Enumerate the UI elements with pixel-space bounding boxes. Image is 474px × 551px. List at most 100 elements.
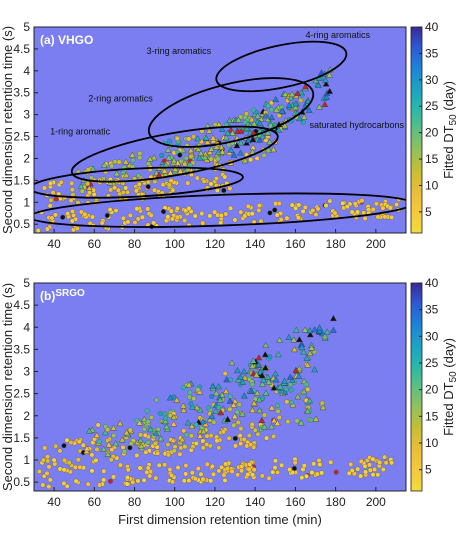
data-point <box>216 445 222 451</box>
data-point <box>272 465 278 471</box>
data-point <box>275 403 281 409</box>
data-point <box>382 454 388 460</box>
data-point <box>284 215 290 221</box>
data-point <box>44 470 50 476</box>
data-point <box>170 413 178 420</box>
data-point <box>182 217 188 223</box>
data-point <box>285 333 293 340</box>
data-point <box>363 469 369 475</box>
y-tick-label: 4.5 <box>13 42 30 56</box>
data-point <box>226 397 234 404</box>
data-point <box>294 89 302 97</box>
data-point <box>112 159 118 165</box>
data-point <box>89 214 95 220</box>
data-point <box>52 212 58 218</box>
data-point <box>218 391 226 398</box>
data-point <box>253 389 261 396</box>
data-point <box>315 81 322 88</box>
data-point <box>285 419 291 425</box>
data-point <box>261 423 268 430</box>
data-point <box>315 327 323 334</box>
data-point <box>247 461 253 467</box>
data-point <box>287 94 295 101</box>
data-point <box>288 90 296 98</box>
data-point <box>125 219 131 225</box>
data-point <box>238 441 244 447</box>
data-point <box>277 383 284 390</box>
data-point <box>45 458 51 464</box>
data-point <box>270 417 278 424</box>
data-point <box>91 191 97 197</box>
data-point <box>209 383 217 390</box>
colorbar-label-main: Fitted DT <box>441 125 456 179</box>
data-point <box>145 184 151 190</box>
data-point <box>302 83 309 90</box>
data-point <box>319 400 325 406</box>
annotation-label: 1-ring aromatic <box>50 126 111 136</box>
data-point <box>264 435 270 441</box>
data-point <box>305 386 311 392</box>
data-point <box>112 440 120 447</box>
data-point <box>272 376 280 383</box>
data-point <box>118 436 126 443</box>
data-point <box>69 218 75 224</box>
data-point <box>206 416 214 423</box>
data-point <box>212 121 218 127</box>
data-point <box>185 381 193 388</box>
data-point <box>134 418 140 424</box>
data-point <box>292 100 300 107</box>
data-point <box>260 395 266 401</box>
data-point <box>148 414 154 420</box>
data-point <box>234 367 241 374</box>
data-point <box>192 476 198 482</box>
data-point <box>237 373 244 380</box>
data-point <box>262 364 269 371</box>
data-point <box>66 460 72 466</box>
colorbar-tick-label: 30 <box>425 73 439 87</box>
data-point <box>264 129 272 136</box>
data-point <box>287 467 293 473</box>
data-point <box>362 215 368 221</box>
data-point <box>199 418 207 425</box>
data-point <box>355 209 361 215</box>
data-point <box>122 158 130 165</box>
data-point <box>88 175 94 181</box>
data-point <box>308 417 314 423</box>
data-point <box>258 218 264 224</box>
data-point <box>196 432 204 439</box>
data-point <box>236 402 242 408</box>
data-point <box>97 482 103 488</box>
data-point <box>75 457 81 463</box>
x-tick-label: 60 <box>88 237 102 251</box>
data-point <box>86 427 93 434</box>
data-point <box>128 441 134 447</box>
y-tick-label: 3 <box>23 365 30 379</box>
data-point <box>250 357 257 364</box>
data-point <box>61 467 67 473</box>
data-point <box>254 112 262 119</box>
data-point <box>375 214 381 220</box>
data-point <box>301 463 307 469</box>
x-tick-label: 160 <box>285 237 305 251</box>
data-point <box>315 206 321 212</box>
data-point <box>358 473 364 479</box>
data-point <box>157 435 165 442</box>
data-point <box>292 366 300 373</box>
colorbar-tick-label: 40 <box>425 276 439 290</box>
data-point <box>305 106 313 113</box>
data-point <box>40 457 46 463</box>
data-point <box>85 181 91 187</box>
data-point <box>188 433 194 439</box>
data-point <box>248 362 256 369</box>
data-point <box>212 389 220 396</box>
data-point <box>188 153 194 159</box>
data-point <box>309 470 315 476</box>
data-point <box>127 445 133 451</box>
data-point <box>138 432 144 438</box>
data-point <box>204 442 210 448</box>
data-point <box>99 220 105 226</box>
data-point <box>212 407 220 414</box>
data-point <box>161 167 168 174</box>
data-point <box>100 161 108 168</box>
data-point <box>181 428 187 434</box>
